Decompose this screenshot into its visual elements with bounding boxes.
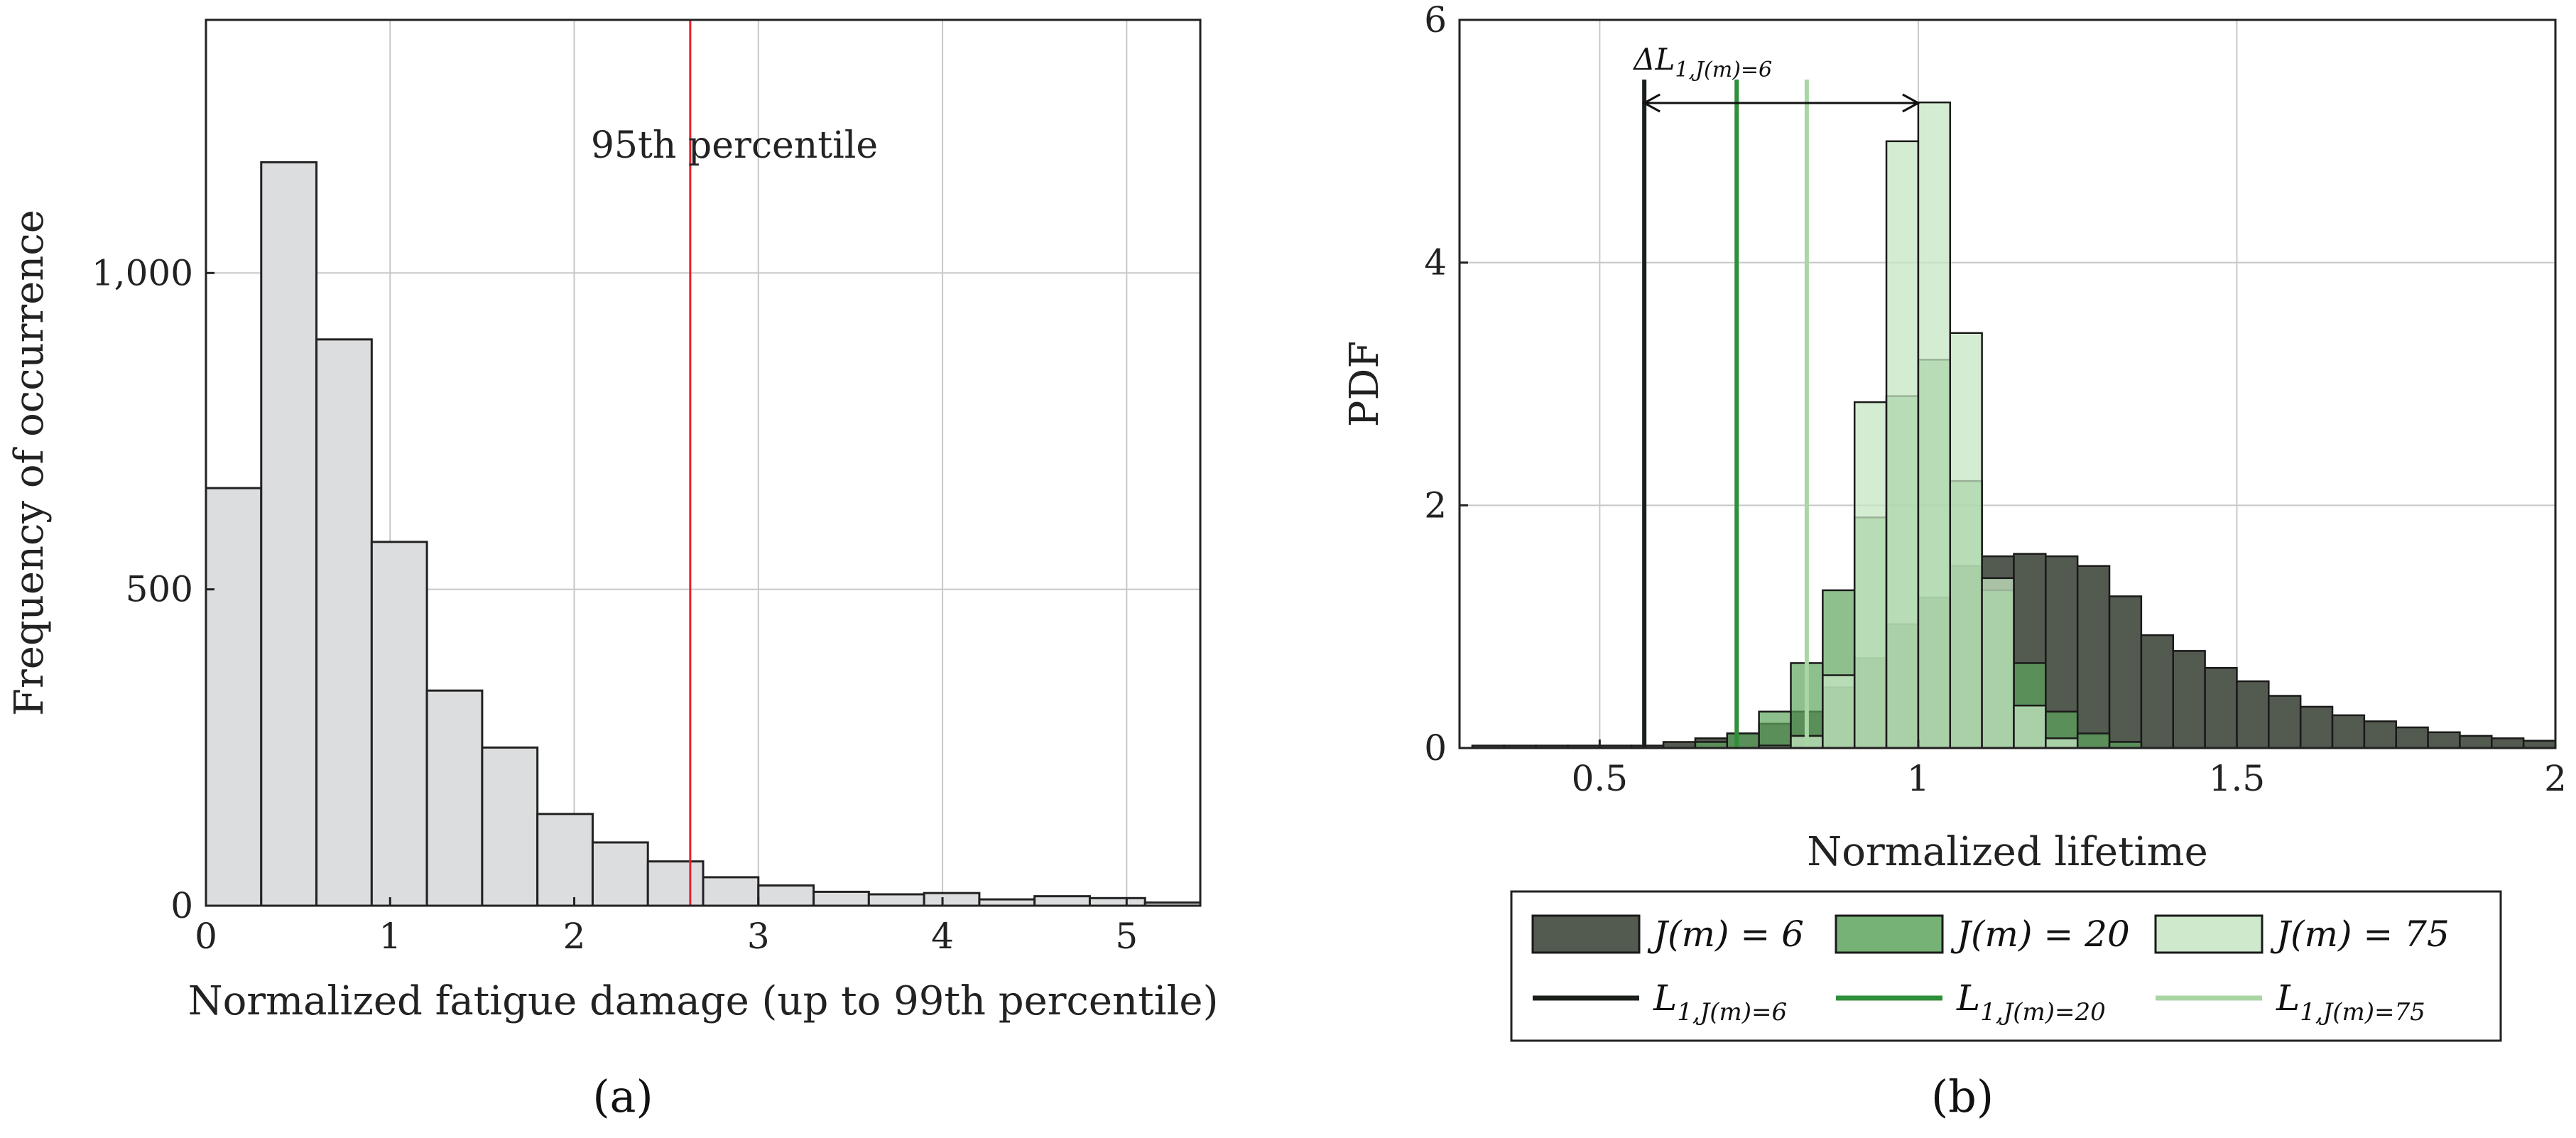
- delta-arrow-head-right: [1902, 93, 1921, 113]
- legend-label: L1,J(m)=6: [1653, 977, 1787, 1026]
- histogram-bar: [1088, 896, 1146, 907]
- panel-b-x-axis-label: Normalized lifetime: [1807, 829, 2207, 875]
- y-tick-label: 6: [1424, 0, 1447, 40]
- legend-label: J(m) = 20: [1950, 914, 2130, 955]
- legend-swatch: [2154, 914, 2263, 954]
- histogram-bar: [813, 890, 870, 907]
- pdf-bar: [2427, 731, 2461, 749]
- x-tick-label: 1: [379, 916, 401, 957]
- histogram-bar: [591, 841, 649, 907]
- y-tick-label: 0: [1424, 727, 1447, 769]
- panel-a-histogram: 95th percentile 0 1 2 3 4 5 0 500 1,000 Normali…: [6, 18, 1219, 1122]
- x-tick-label: 1.5: [2209, 758, 2266, 799]
- pdf-bar: [2076, 565, 2111, 749]
- pdf-bar: [2140, 634, 2174, 749]
- histogram-bar: [923, 892, 981, 907]
- histogram-bar: [315, 338, 373, 907]
- legend-item: L1,J(m)=20: [1836, 977, 2106, 1026]
- pdf-bar: [2172, 650, 2206, 749]
- panel-b-bars: [1471, 101, 2557, 749]
- x-tick-label: 1: [1907, 758, 1930, 799]
- pdf-bar: [2076, 732, 2111, 749]
- pdf-bar: [1822, 674, 1856, 749]
- histogram-bar: [481, 746, 539, 907]
- panel-b-histogram: ΔL1,J(m)=6 0.5 1 1.5 2 0 2 4 6 Normalized life…: [1342, 0, 2567, 1122]
- subfigure-label-b: (b): [1931, 1071, 1994, 1122]
- histogram-bar: [646, 860, 705, 907]
- pdf-bar: [2013, 704, 2047, 749]
- pdf-bar: [2299, 705, 2334, 749]
- pdf-bar: [2491, 737, 2525, 749]
- x-tick-label: 2: [2544, 758, 2567, 799]
- pdf-bar: [1853, 401, 1888, 749]
- y-tick-label: 0: [170, 885, 193, 926]
- legend-item: L1,J(m)=6: [1533, 977, 1787, 1026]
- pdf-bar: [2045, 737, 2079, 749]
- legend-swatch: [1835, 914, 1944, 954]
- legend-label: L1,J(m)=75: [2276, 977, 2425, 1026]
- pdf-bar: [2522, 739, 2557, 749]
- panel-a-axes-frame: [205, 18, 1202, 907]
- panel-b-axes-frame: [1458, 18, 2557, 749]
- pdf-bar: [1726, 732, 1760, 749]
- legend-item: J(m) = 75: [2154, 914, 2450, 955]
- legend-box: [1510, 890, 2502, 1042]
- y-tick-label: 4: [1424, 242, 1447, 283]
- panel-a-x-ticks: 0 1 2 3 4 5: [195, 897, 1138, 957]
- delta-label: ΔL1,J(m)=6: [1632, 42, 1772, 82]
- pdf-bar: [2331, 714, 2366, 749]
- pdf-bar: [1917, 101, 1952, 749]
- panel-b-x-ticks: 0.5 1 1.5 2: [1572, 739, 2567, 799]
- pdf-bar: [2395, 726, 2429, 749]
- x-tick-label: 4: [931, 916, 954, 957]
- legend-item: L1,J(m)=75: [2156, 977, 2425, 1026]
- panel-b-y-axis-label: PDF: [1342, 341, 1388, 427]
- pdf-bar: [2363, 720, 2397, 749]
- pdf-bar: [2204, 667, 2238, 749]
- x-tick-label: 0.5: [1572, 758, 1629, 799]
- panel-a-y-ticks: 0 500 1,000: [92, 252, 214, 926]
- histogram-bar: [702, 876, 760, 907]
- panel-b-legend: J(m) = 6 J(m) = 20 J(m) = 75 L1,J(m)=6 L1,J(…: [1510, 890, 2502, 1042]
- pdf-bar: [2268, 695, 2302, 749]
- histogram-bar: [205, 487, 263, 907]
- histogram-bar: [1033, 895, 1091, 907]
- pdf-bar: [1758, 710, 1792, 749]
- legend-label: J(m) = 6: [1647, 914, 1804, 955]
- panel-a-y-axis-label: Frequency of occurrence: [6, 210, 53, 716]
- pdf-bar: [2108, 595, 2143, 749]
- delta-arrow-head-left: [1642, 93, 1661, 113]
- x-tick-label: 2: [563, 916, 586, 957]
- legend-label: L1,J(m)=20: [1956, 977, 2106, 1026]
- y-tick-label: 1,000: [92, 252, 193, 293]
- histogram-bar: [425, 689, 484, 907]
- histogram-bar: [370, 541, 428, 907]
- histogram-bar: [260, 161, 318, 907]
- x-tick-label: 3: [747, 916, 770, 957]
- histogram-bar: [536, 813, 594, 907]
- subfigure-label-a: (a): [592, 1071, 653, 1122]
- pdf-bar: [1981, 577, 2015, 749]
- pdf-bar: [1885, 140, 1920, 749]
- panel-a-bars: [205, 161, 1202, 907]
- pdf-bar: [2459, 735, 2493, 749]
- x-tick-label: 0: [195, 916, 217, 957]
- panel-a-x-axis-label: Normalized fatigue damage (up to 99th pe…: [188, 978, 1219, 1024]
- delta-annotation: ΔL1,J(m)=6: [1632, 42, 1921, 113]
- legend-swatch: [1531, 914, 1641, 954]
- pdf-bar: [1949, 332, 1983, 749]
- y-tick-label: 2: [1424, 484, 1447, 526]
- histogram-bar: [867, 893, 925, 907]
- legend-label: J(m) = 75: [2270, 914, 2450, 955]
- y-tick-label: 500: [126, 569, 193, 610]
- percentile-label: 95th percentile: [591, 124, 878, 167]
- x-tick-label: 5: [1115, 916, 1138, 957]
- legend-item: J(m) = 6: [1531, 914, 1804, 955]
- histogram-bar: [757, 884, 815, 907]
- panel-b-y-ticks: 0 2 4 6: [1424, 0, 1468, 769]
- legend-item: J(m) = 20: [1835, 914, 2130, 955]
- pdf-bar: [2236, 680, 2270, 749]
- panel-b-reference-lines: [1642, 80, 1809, 748]
